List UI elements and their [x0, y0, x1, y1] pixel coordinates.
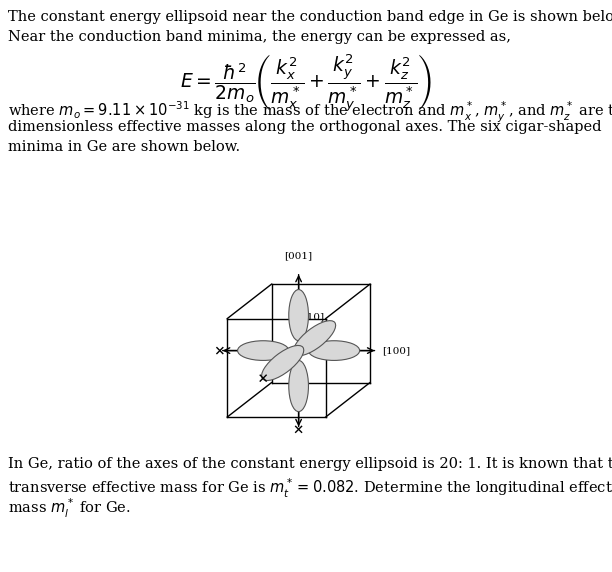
Ellipse shape	[308, 341, 360, 360]
Text: The constant energy ellipsoid near the conduction band edge in Ge is shown below: The constant energy ellipsoid near the c…	[8, 10, 612, 24]
Text: [001]: [001]	[285, 252, 313, 260]
Ellipse shape	[289, 360, 308, 412]
Ellipse shape	[289, 289, 308, 341]
Text: minima in Ge are shown below.: minima in Ge are shown below.	[8, 140, 240, 154]
Ellipse shape	[237, 341, 289, 360]
Text: dimensionless effective masses along the orthogonal axes. The six cigar-shaped: dimensionless effective masses along the…	[8, 120, 602, 134]
Text: [100]: [100]	[382, 346, 411, 355]
Text: In Ge, ratio of the axes of the constant energy ellipsoid is 20: 1. It is known : In Ge, ratio of the axes of the constant…	[8, 457, 612, 471]
Text: Near the conduction band minima, the energy can be expressed as,: Near the conduction band minima, the ene…	[8, 30, 511, 44]
Text: [010]: [010]	[297, 312, 325, 321]
Text: transverse effective mass for Ge is $m_t^* = 0.082$. Determine the longitudinal : transverse effective mass for Ge is $m_t…	[8, 477, 612, 500]
Text: where $m_o = 9.11 \times 10^{-31}$ kg is the mass of the electron and $m_x^*$, $: where $m_o = 9.11 \times 10^{-31}$ kg is…	[8, 100, 612, 125]
Ellipse shape	[294, 321, 335, 356]
Text: $E = \dfrac{\hbar^2}{2m_o} \left( \dfrac{k_x^2}{m_x^*} + \dfrac{k_y^2}{m_y^*} + : $E = \dfrac{\hbar^2}{2m_o} \left( \dfrac…	[180, 52, 432, 114]
Text: mass $m_l^*$ for Ge.: mass $m_l^*$ for Ge.	[8, 497, 131, 520]
Ellipse shape	[261, 345, 304, 380]
